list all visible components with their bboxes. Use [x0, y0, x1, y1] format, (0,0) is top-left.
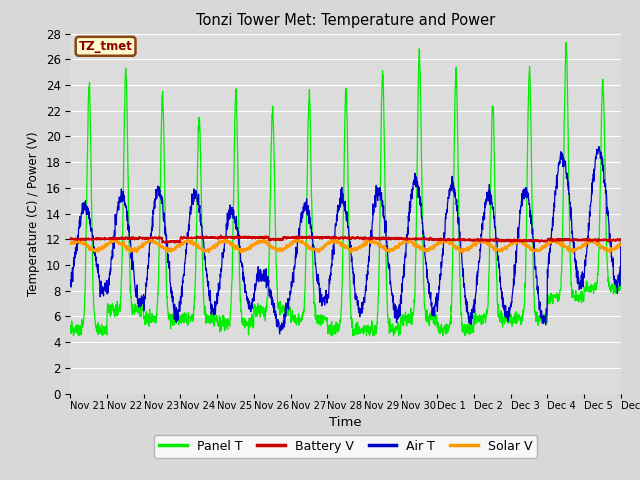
Y-axis label: Temperature (C) / Power (V): Temperature (C) / Power (V) — [27, 132, 40, 296]
Title: Tonzi Tower Met: Temperature and Power: Tonzi Tower Met: Temperature and Power — [196, 13, 495, 28]
Legend: Panel T, Battery V, Air T, Solar V: Panel T, Battery V, Air T, Solar V — [154, 434, 537, 457]
Text: TZ_tmet: TZ_tmet — [79, 40, 132, 53]
X-axis label: Time: Time — [330, 416, 362, 429]
